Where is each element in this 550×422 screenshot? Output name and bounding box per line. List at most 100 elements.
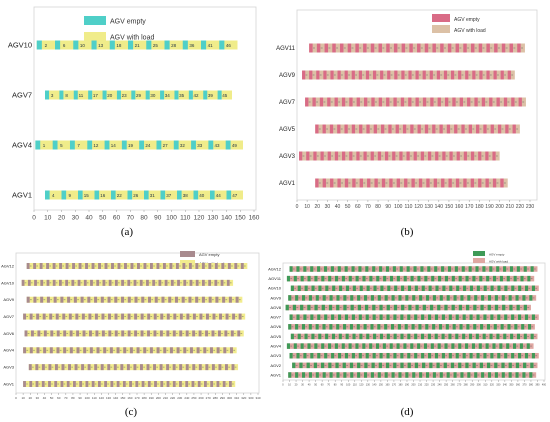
chart-d-bar-empty xyxy=(331,333,336,340)
chart-d-bar-empty xyxy=(335,362,339,369)
chart-d-task-mark xyxy=(341,316,344,318)
chart-c-task-mark xyxy=(205,265,207,267)
chart-d-bar-empty xyxy=(421,352,425,359)
chart-b-task-mark xyxy=(404,74,407,76)
chart-a-svg: 0 10 20 30 40 50 60 70 80 90 100 110 120 130 140 150 160… xyxy=(8,6,260,222)
chart-b-task-mark xyxy=(508,128,511,130)
chart-c-task-mark xyxy=(161,282,164,284)
chart-d-legend-label: AGV empty xyxy=(489,252,505,256)
chart-c-xtick-label: 300 xyxy=(227,396,232,400)
chart-c-task-mark xyxy=(211,282,213,284)
chart-b-bar-empty xyxy=(359,178,363,188)
chart-c-bar-empty xyxy=(102,279,106,286)
chart-c-bar-empty xyxy=(53,296,57,303)
chart-d-bar-empty xyxy=(408,304,412,311)
chart-d-task-mark xyxy=(304,278,306,280)
chart-d-bar-empty xyxy=(292,304,297,311)
chart-b-bar-empty xyxy=(306,151,310,161)
chart-c-task-mark xyxy=(133,265,136,267)
chart-d-xtick-label: 200 xyxy=(411,384,416,387)
chart-a-xtick-label: 140 xyxy=(221,215,232,222)
chart-b-task-mark xyxy=(514,101,517,103)
chart-a-bar-empty xyxy=(139,140,145,150)
chart-d-bar-empty xyxy=(474,372,478,378)
chart-c-bar-empty xyxy=(48,381,51,387)
chart-b-task-mark xyxy=(448,101,451,103)
chart-c-bar-empty xyxy=(162,263,166,269)
chart-c-xtick-label: 20 xyxy=(29,396,33,400)
chart-d-bar-empty xyxy=(515,362,520,369)
chart-c-bar-empty xyxy=(198,330,202,337)
chart-d-bar-empty xyxy=(358,266,362,272)
chart-d-xtick-label: 330 xyxy=(496,384,501,387)
chart-d-task-mark xyxy=(451,336,454,337)
chart-d-task-mark xyxy=(432,364,435,366)
chart-a-frame xyxy=(33,6,257,211)
chart-c-task-mark xyxy=(172,265,175,267)
chart-c-task-mark xyxy=(111,333,114,334)
chart-c-task-mark xyxy=(185,299,187,301)
chart-d-task-mark xyxy=(389,316,392,318)
chart-d-bar-empty xyxy=(328,304,333,311)
chart-b-bar-empty xyxy=(358,70,362,80)
chart-d-task-mark xyxy=(406,345,409,347)
chart-d-xtick-label: 310 xyxy=(483,384,488,387)
chart-b-bar-empty xyxy=(315,178,319,188)
chart-d-bar-empty xyxy=(290,333,294,340)
chart-b-task-mark xyxy=(391,128,394,130)
chart-a-bar-empty xyxy=(182,40,188,50)
chart-b-bar-empty xyxy=(470,43,475,53)
chart-c-bar-empty xyxy=(141,381,145,387)
chart-a-bar-empty xyxy=(226,190,232,200)
chart-d-task-mark xyxy=(417,336,420,337)
chart-c-task-mark xyxy=(175,366,178,368)
chart-c-task-mark xyxy=(113,349,115,351)
chart-d-task-mark xyxy=(475,278,478,280)
chart-c-task-mark xyxy=(52,316,55,317)
chart-d-task-mark xyxy=(512,374,514,376)
chart-d-xtick-label: 290 xyxy=(470,384,475,387)
chart-d-bar-empty xyxy=(357,372,361,378)
chart-d-bar-empty xyxy=(396,343,400,349)
chart-d-task-mark xyxy=(308,287,310,289)
chart-d-task-mark xyxy=(367,326,369,328)
chart-c-bar-empty xyxy=(76,330,80,337)
chart-b-bar-empty xyxy=(359,124,363,134)
chart-c-task-mark xyxy=(42,265,45,267)
chart-d-bar-empty xyxy=(474,295,478,301)
chart-a-task-label: 14 xyxy=(111,143,117,148)
chart-d-bar-empty xyxy=(473,304,477,311)
chart-d-task-mark xyxy=(365,345,368,347)
chart-b-bar-empty xyxy=(481,97,486,107)
chart-a-bar-empty xyxy=(173,140,179,150)
chart-c-bar-empty xyxy=(154,296,158,303)
chart-d-bar-empty xyxy=(403,275,407,282)
chart-b-bar-empty xyxy=(381,124,385,134)
chart-c-xtick-label: 50 xyxy=(50,396,54,400)
chart-c-task-mark xyxy=(78,316,81,317)
chart-d-task-mark xyxy=(525,374,528,376)
chart-c-bar-empty xyxy=(62,313,66,320)
chart-d-task-mark xyxy=(411,307,414,308)
chart-d-row-label: AGV7 xyxy=(270,315,281,320)
chart-b-bar-empty xyxy=(449,151,453,161)
chart-d-task-mark xyxy=(390,336,392,337)
chart-b-bar-empty xyxy=(411,178,415,188)
chart-c-bar-empty xyxy=(129,381,132,387)
chart-d-task-mark xyxy=(396,268,399,270)
chart-c-xtick-label: 80 xyxy=(71,396,75,400)
chart-d-task-mark xyxy=(401,326,403,328)
chart-c-task-mark xyxy=(136,282,139,284)
chart-a-task-label: 10 xyxy=(80,43,86,48)
chart-d-bar-empty xyxy=(345,285,350,292)
chart-d-bar-empty xyxy=(441,333,445,340)
chart-d-task-mark xyxy=(368,268,371,270)
chart-b-task-mark xyxy=(521,47,524,49)
chart-a-task-label: 16 xyxy=(100,193,106,198)
chart-d-bar-empty xyxy=(463,285,467,292)
chart-d-xtick-label: 0 xyxy=(282,384,284,387)
chart-d-bar-empty xyxy=(331,352,335,359)
chart-c-bar-empty xyxy=(179,381,182,387)
chart-d-xtick-label: 130 xyxy=(366,384,371,387)
chart-d-bar-empty xyxy=(380,285,384,292)
